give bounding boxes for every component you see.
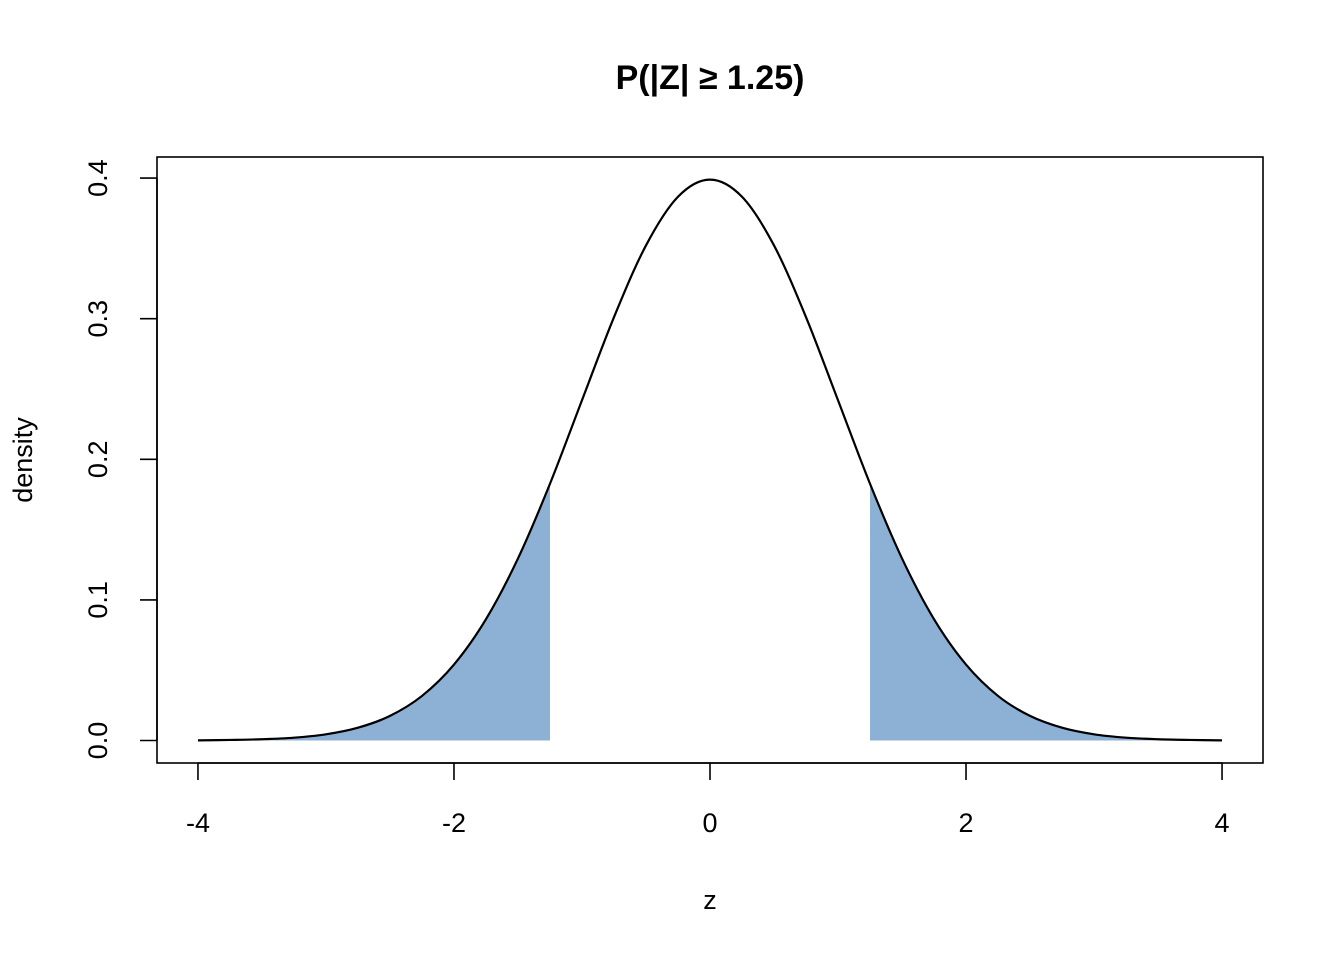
shaded-area [197,483,550,741]
y-tick-label: 0.4 [83,159,113,197]
y-tick-label: 0.0 [83,722,113,760]
x-axis-label: z [703,885,717,915]
chart-title: P(|Z| ≥ 1.25) [616,59,805,97]
x-tick-label: 4 [1215,808,1230,838]
y-tick-label: 0.3 [83,300,113,338]
density-curve [197,178,1223,742]
y-tick-label: 0.2 [83,441,113,479]
x-tick-label: 2 [959,808,974,838]
x-tick-label: -4 [186,808,210,838]
y-tick-label: 0.1 [83,581,113,619]
shaded-area [870,483,1223,741]
x-tick-label: 0 [702,808,717,838]
y-axis-label: density [8,417,38,503]
x-tick-label: -2 [442,808,466,838]
plot-frame [156,156,1264,764]
